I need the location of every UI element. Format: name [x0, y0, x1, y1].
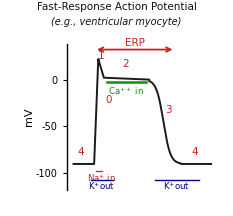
- Text: 4: 4: [191, 147, 198, 157]
- Text: (e.g., ventricular myocyte): (e.g., ventricular myocyte): [51, 17, 182, 27]
- Text: Fast-Response Action Potential: Fast-Response Action Potential: [37, 2, 196, 12]
- Text: K$^{\mathregular{+}}$out: K$^{\mathregular{+}}$out: [88, 180, 115, 192]
- Text: Na$^{\mathregular{+}}$ in: Na$^{\mathregular{+}}$ in: [87, 172, 116, 184]
- Text: ERP: ERP: [125, 38, 145, 48]
- Text: Ca$^{++}$ in: Ca$^{++}$ in: [109, 86, 144, 97]
- Text: 0: 0: [105, 95, 112, 105]
- Text: 2: 2: [123, 59, 129, 69]
- Text: 3: 3: [165, 105, 172, 114]
- Text: K$^{\mathregular{+}}$out: K$^{\mathregular{+}}$out: [163, 180, 190, 192]
- Text: 4: 4: [78, 147, 84, 157]
- Text: 1: 1: [98, 51, 104, 61]
- Y-axis label: mV: mV: [24, 108, 34, 126]
